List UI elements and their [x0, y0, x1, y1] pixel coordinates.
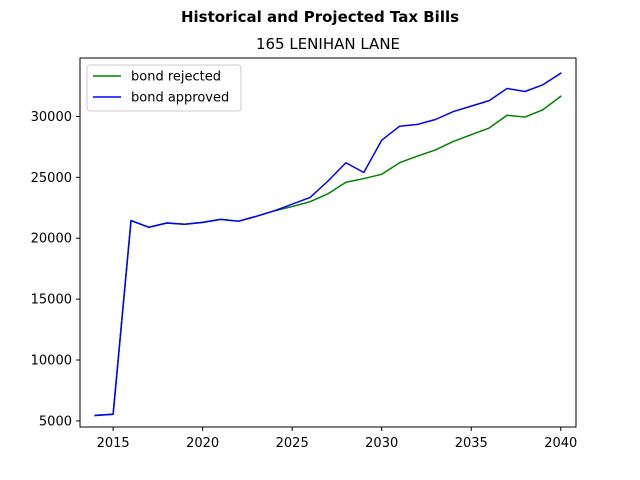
- y-tick-label: 5000: [39, 414, 72, 429]
- y-tick-label: 20000: [31, 232, 72, 247]
- y-tick-label: 30000: [31, 110, 72, 125]
- x-tick-label: 2030: [365, 436, 398, 451]
- chart-subtitle: 165 LENIHAN LANE: [256, 35, 400, 53]
- legend-label-bond-rejected: bond rejected: [131, 70, 221, 85]
- x-tick-label: 2025: [276, 436, 309, 451]
- y-tick-label: 15000: [31, 293, 72, 308]
- chart-title: Historical and Projected Tax Bills: [181, 8, 459, 26]
- x-axis: 2015 2020 2025 2030 2035 2040: [97, 427, 577, 451]
- legend-label-bond-approved: bond approved: [131, 91, 229, 106]
- plot-area: [94, 72, 562, 417]
- y-tick-label: 10000: [31, 354, 72, 369]
- legend: bond rejected bond approved: [86, 64, 242, 112]
- legend-box: [86, 64, 242, 112]
- series-line-bond-approved: [94, 72, 562, 417]
- axes-frame: [79, 57, 577, 428]
- x-tick-label: 2020: [186, 436, 219, 451]
- x-tick-label: 2035: [455, 436, 488, 451]
- x-tick-label: 2015: [97, 436, 130, 451]
- y-axis: 5000 10000 15000 20000 25000 30000: [31, 110, 80, 429]
- x-tick-label: 2040: [544, 436, 577, 451]
- y-tick-label: 25000: [31, 171, 72, 186]
